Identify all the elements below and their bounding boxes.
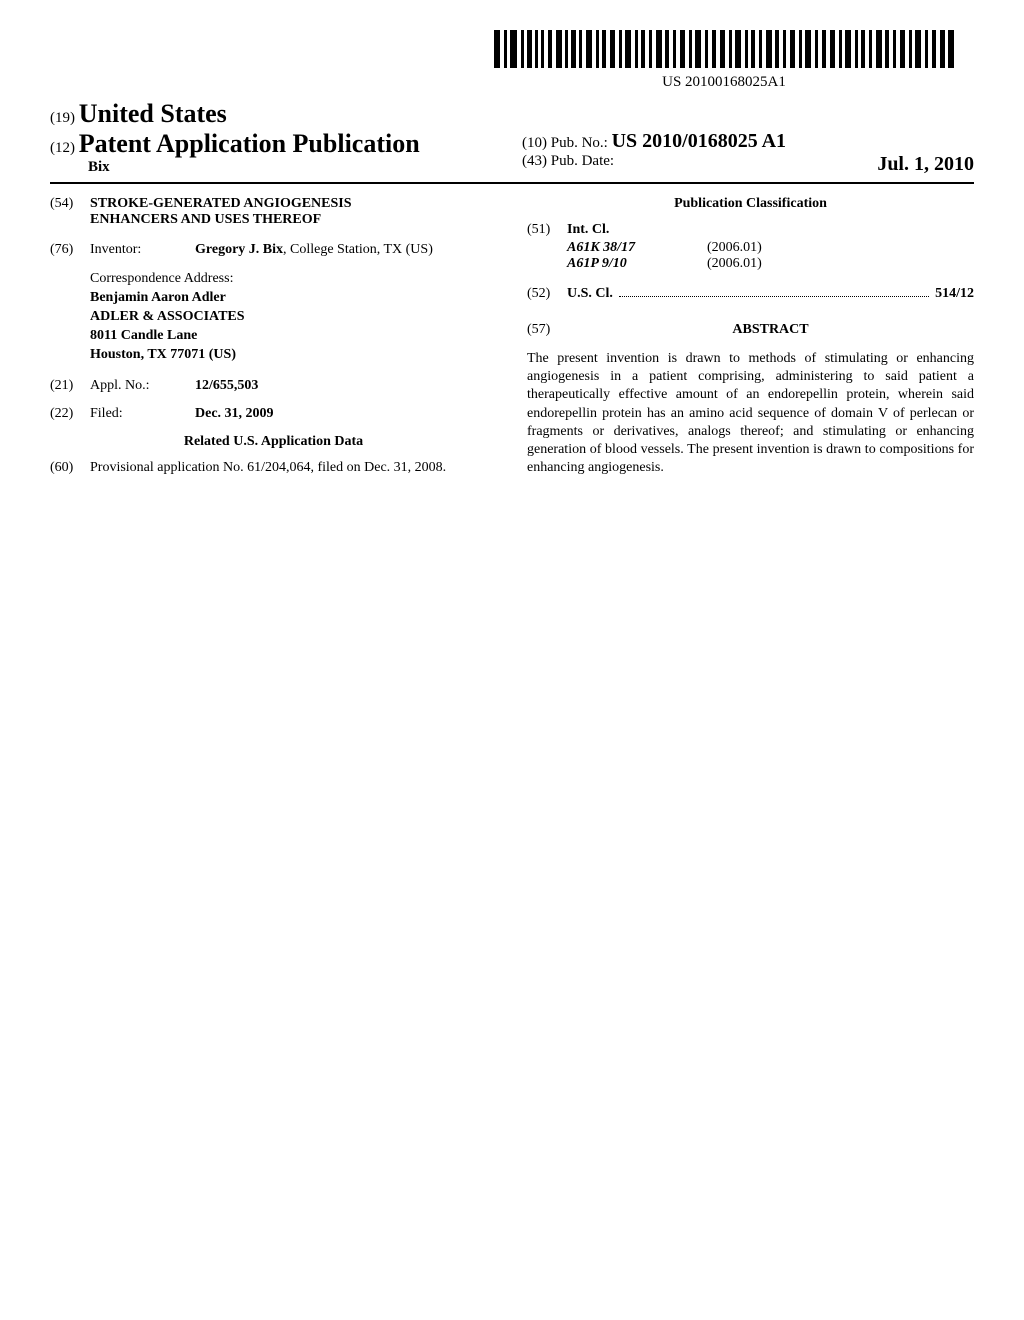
corr-label: Correspondence Address:	[90, 270, 497, 289]
classification-heading: Publication Classification	[527, 196, 974, 212]
int-cl-code-1: A61P 9/10	[567, 256, 707, 272]
correspondence-section: Correspondence Address: Benjamin Aaron A…	[90, 270, 497, 364]
header-right: (10) Pub. No.: US 2010/0168025 A1 (43) P…	[502, 130, 974, 176]
code-54: (54)	[50, 196, 90, 228]
code-60: (60)	[50, 460, 90, 476]
corr-name: Benjamin Aaron Adler	[90, 289, 497, 308]
author-surname: Bix	[88, 159, 502, 176]
barcode-text: US 20100168025A1	[494, 74, 954, 91]
title-line1: STROKE-GENERATED ANGIOGENESIS	[90, 196, 352, 212]
title-section: (54) STROKE-GENERATED ANGIOGENESIS ENHAN…	[50, 196, 497, 228]
inventor-section: (76) Inventor: Gregory J. Bix, College S…	[50, 242, 497, 258]
title-line2: ENHANCERS AND USES THEREOF	[90, 212, 352, 228]
code-21: (21)	[50, 378, 90, 394]
barcode-icon	[494, 30, 954, 68]
invention-title: STROKE-GENERATED ANGIOGENESIS ENHANCERS …	[90, 196, 352, 228]
filed-date: Dec. 31, 2009	[195, 406, 274, 421]
filed-label: Filed:	[90, 406, 195, 422]
code-10: (10)	[522, 135, 547, 151]
abstract-body: The present invention is drawn to method…	[527, 350, 974, 477]
appl-no: 12/655,503	[195, 378, 258, 393]
pub-no: US 2010/0168025 A1	[612, 130, 786, 152]
corr-firm: ADLER & ASSOCIATES	[90, 308, 497, 327]
right-column: Publication Classification (51) Int. Cl.…	[527, 196, 974, 488]
country-line: (19) United States	[50, 99, 502, 129]
code-52: (52)	[527, 286, 567, 302]
provisional-section: (60) Provisional application No. 61/204,…	[50, 460, 497, 476]
pub-no-label: Pub. No.:	[551, 135, 608, 151]
code-19: (19)	[50, 110, 75, 126]
pub-type-line: (12) Patent Application Publication	[50, 129, 502, 159]
int-cl-item: A61P 9/10 (2006.01)	[567, 256, 974, 272]
inventor-label: Inventor:	[90, 242, 195, 258]
int-cl-list: A61K 38/17 (2006.01) A61P 9/10 (2006.01)	[567, 240, 974, 272]
related-heading: Related U.S. Application Data	[50, 434, 497, 450]
filed-section: (22) Filed: Dec. 31, 2009	[50, 406, 497, 422]
header-left: (19) United States (12) Patent Applicati…	[50, 99, 502, 176]
appl-no-section: (21) Appl. No.: 12/655,503	[50, 378, 497, 394]
provisional-text: Provisional application No. 61/204,064, …	[90, 460, 497, 476]
code-43: (43)	[522, 153, 547, 169]
us-cl-label: U.S. Cl.	[567, 286, 613, 301]
code-51: (51)	[527, 222, 567, 238]
header-row: (19) United States (12) Patent Applicati…	[50, 99, 974, 184]
inventor-name: Gregory J. Bix	[195, 242, 283, 257]
country-name: United States	[79, 99, 227, 128]
code-76: (76)	[50, 242, 90, 258]
int-cl-label: Int. Cl.	[567, 222, 609, 237]
abstract-header-row: (57) ABSTRACT	[527, 322, 974, 338]
code-22: (22)	[50, 406, 90, 422]
code-57: (57)	[527, 322, 567, 338]
inventor-value: Gregory J. Bix, College Station, TX (US)	[195, 242, 497, 258]
corr-addr1: 8011 Candle Lane	[90, 327, 497, 346]
int-cl-code-0: A61K 38/17	[567, 240, 707, 256]
content-columns: (54) STROKE-GENERATED ANGIOGENESIS ENHAN…	[50, 196, 974, 488]
us-cl-section: (52) U.S. Cl. 514/12	[527, 286, 974, 302]
barcode: US 20100168025A1	[494, 30, 954, 91]
pub-no-line: (10) Pub. No.: US 2010/0168025 A1	[522, 130, 974, 153]
int-cl-section: (51) Int. Cl.	[527, 222, 974, 238]
abstract-heading: ABSTRACT	[732, 322, 808, 337]
corr-addr2: Houston, TX 77071 (US)	[90, 346, 497, 365]
pub-date-label: Pub. Date:	[551, 153, 614, 169]
int-cl-item: A61K 38/17 (2006.01)	[567, 240, 974, 256]
inventor-loc: , College Station, TX (US)	[283, 242, 433, 257]
pub-date: Jul. 1, 2010	[877, 153, 974, 176]
left-column: (54) STROKE-GENERATED ANGIOGENESIS ENHAN…	[50, 196, 497, 488]
int-cl-year-0: (2006.01)	[707, 240, 762, 256]
appl-no-label: Appl. No.:	[90, 378, 195, 394]
code-12: (12)	[50, 140, 75, 156]
pub-type: Patent Application Publication	[79, 129, 420, 158]
us-cl-dots	[619, 286, 929, 297]
int-cl-year-1: (2006.01)	[707, 256, 762, 272]
barcode-section: US 20100168025A1	[50, 30, 974, 91]
pub-date-line: (43) Pub. Date: Jul. 1, 2010	[522, 153, 974, 170]
us-cl-value: 514/12	[935, 286, 974, 302]
